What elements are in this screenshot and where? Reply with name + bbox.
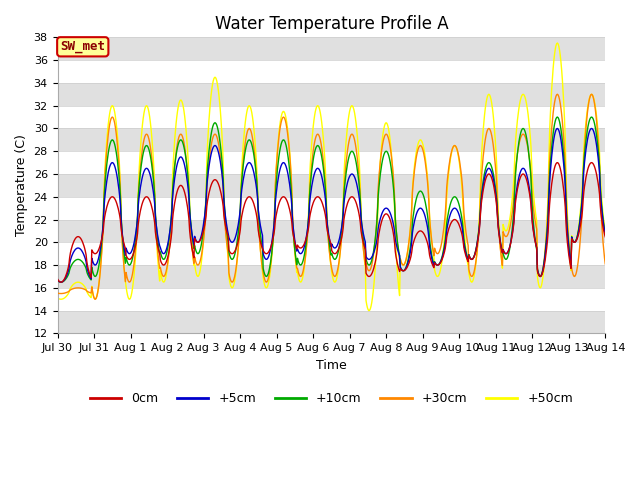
Bar: [58, 129, 605, 151]
Bar: [58, 37, 605, 60]
Text: SW_met: SW_met: [60, 40, 105, 53]
Bar: [58, 219, 605, 242]
Bar: [58, 265, 605, 288]
Bar: [58, 174, 605, 197]
Bar: [58, 83, 605, 106]
Title: Water Temperature Profile A: Water Temperature Profile A: [214, 15, 448, 33]
Bar: [58, 311, 605, 334]
X-axis label: Time: Time: [316, 359, 347, 372]
Legend: 0cm, +5cm, +10cm, +30cm, +50cm: 0cm, +5cm, +10cm, +30cm, +50cm: [85, 387, 578, 410]
Y-axis label: Temperature (C): Temperature (C): [15, 134, 28, 236]
